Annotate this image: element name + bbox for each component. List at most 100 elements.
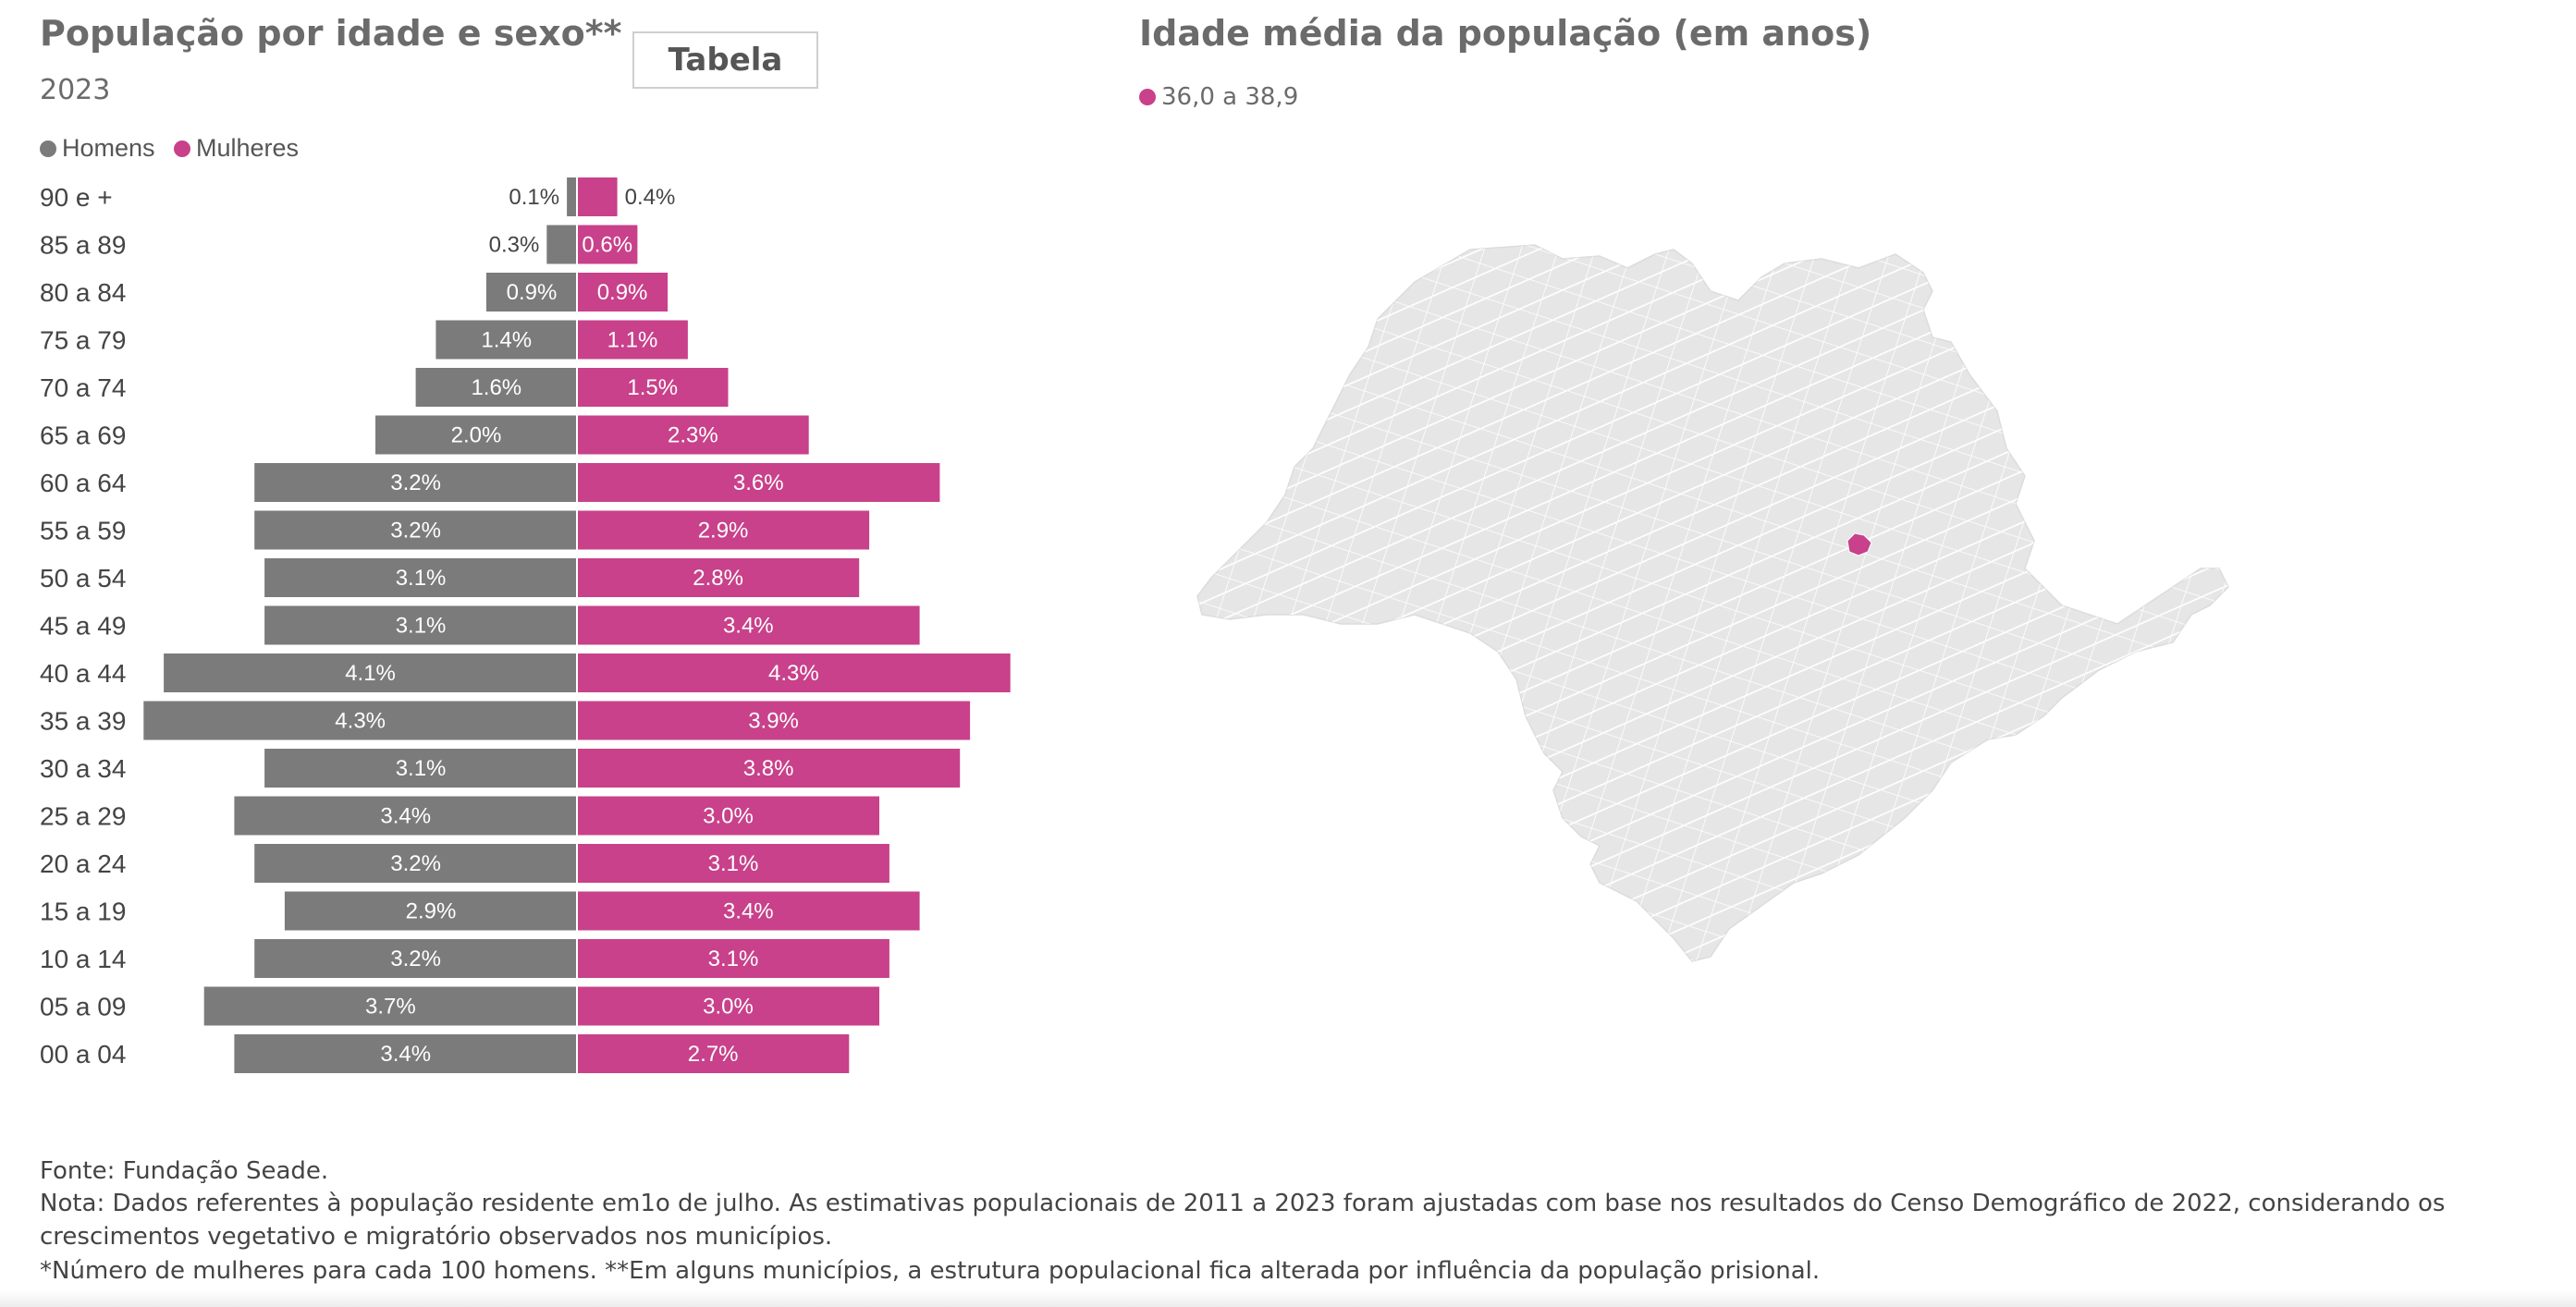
- women-bar[interactable]: [577, 320, 688, 360]
- women-bar[interactable]: [577, 796, 879, 836]
- men-bar[interactable]: [254, 939, 577, 978]
- footer-note-line-3: *Número de mulheres para cada 100 homens…: [40, 1257, 1821, 1285]
- women-value-label: 0.4%: [625, 185, 676, 210]
- age-group-label: 10 a 14: [40, 945, 126, 973]
- women-value-label: 2.7%: [688, 1042, 739, 1067]
- women-bar[interactable]: [577, 605, 920, 645]
- women-value-label: 2.9%: [698, 519, 749, 544]
- age-group-label: 55 a 59: [40, 517, 126, 545]
- men-bar[interactable]: [567, 177, 577, 216]
- age-group-label: 65 a 69: [40, 421, 126, 450]
- men-value-label: 3.2%: [390, 851, 441, 876]
- men-value-label: 4.1%: [345, 661, 396, 686]
- men-bar[interactable]: [254, 510, 577, 550]
- women-value-label: 3.8%: [743, 756, 794, 781]
- women-value-label: 4.3%: [768, 661, 819, 686]
- men-value-label: 0.3%: [489, 233, 540, 258]
- men-value-label: 2.0%: [451, 423, 502, 448]
- age-group-label: 00 a 04: [40, 1040, 126, 1069]
- men-bar[interactable]: [415, 368, 577, 407]
- women-value-label: 3.0%: [703, 804, 754, 829]
- age-group-label: 40 a 44: [40, 659, 126, 688]
- men-bar[interactable]: [546, 225, 577, 264]
- legend-men-dot: [40, 140, 56, 157]
- footer-note-line-1: Nota: Dados referentes à população resid…: [40, 1190, 2446, 1217]
- men-bar[interactable]: [203, 986, 577, 1026]
- table-button[interactable]: Tabela: [632, 31, 818, 89]
- men-bar[interactable]: [264, 749, 577, 788]
- women-bar[interactable]: [577, 701, 971, 740]
- women-bar[interactable]: [577, 1034, 850, 1073]
- men-bar[interactable]: [284, 891, 577, 931]
- women-bar[interactable]: [577, 463, 940, 502]
- legend-women-dot: [174, 140, 190, 157]
- men-bar[interactable]: [234, 1034, 577, 1073]
- women-value-label: 3.9%: [748, 709, 799, 734]
- men-value-label: 3.1%: [396, 614, 447, 639]
- women-value-label: 3.6%: [733, 470, 784, 495]
- map-legend[interactable]: 36,0 a 38,9: [1139, 83, 1298, 111]
- men-bar[interactable]: [485, 273, 577, 311]
- women-bar[interactable]: [577, 273, 669, 311]
- men-value-label: 3.2%: [390, 947, 441, 971]
- women-bar[interactable]: [577, 939, 889, 978]
- age-group-label: 05 a 09: [40, 993, 126, 1021]
- men-bar[interactable]: [234, 796, 577, 836]
- men-bar[interactable]: [264, 605, 577, 645]
- map-legend-dot: [1139, 89, 1156, 105]
- women-value-label: 2.8%: [693, 566, 743, 591]
- men-value-label: 3.2%: [390, 470, 441, 495]
- women-value-label: 2.3%: [668, 423, 718, 448]
- age-group-label: 25 a 29: [40, 802, 126, 831]
- age-group-label: 20 a 24: [40, 849, 126, 878]
- women-value-label: 1.5%: [627, 375, 678, 400]
- women-bar[interactable]: [577, 558, 860, 597]
- men-value-label: 0.9%: [507, 280, 558, 305]
- age-group-label: 75 a 79: [40, 326, 126, 355]
- men-bar[interactable]: [264, 558, 577, 597]
- age-group-label: 80 a 84: [40, 278, 126, 307]
- men-bar[interactable]: [254, 463, 577, 502]
- women-bar[interactable]: [577, 368, 729, 407]
- pyramid-title: População por idade e sexo**: [40, 13, 622, 54]
- legend-women[interactable]: Mulheres: [174, 134, 299, 163]
- women-bar[interactable]: [577, 415, 809, 455]
- women-value-label: 0.9%: [597, 280, 648, 305]
- women-bar[interactable]: [577, 844, 889, 883]
- women-bar[interactable]: [577, 225, 638, 264]
- men-value-label: 4.3%: [335, 709, 386, 734]
- women-value-label: 0.6%: [582, 233, 632, 258]
- women-value-label: 3.1%: [708, 851, 759, 876]
- legend-men[interactable]: Homens: [40, 134, 155, 163]
- women-value-label: 3.0%: [703, 995, 754, 1020]
- map-highlighted-municipality[interactable]: [1846, 532, 1872, 556]
- men-value-label: 3.4%: [380, 804, 431, 829]
- age-group-label: 70 a 74: [40, 373, 126, 402]
- sao-paulo-map[interactable]: [1193, 236, 2321, 975]
- women-bar[interactable]: [577, 891, 920, 931]
- population-pyramid-chart: 90 e + 0.1% 0.4% 85 a 89 0.3% 0.6% 80 a 84 0.9%…: [40, 176, 1011, 1075]
- age-group-label: 60 a 64: [40, 469, 126, 497]
- women-bar[interactable]: [577, 986, 879, 1026]
- men-bar[interactable]: [164, 654, 577, 692]
- men-bar[interactable]: [435, 320, 577, 360]
- women-bar[interactable]: [577, 177, 618, 216]
- women-value-label: 1.1%: [607, 328, 658, 353]
- women-bar[interactable]: [577, 749, 961, 788]
- women-bar[interactable]: [577, 654, 1011, 692]
- women-bar[interactable]: [577, 510, 870, 550]
- men-value-label: 3.1%: [396, 756, 447, 781]
- men-bar[interactable]: [254, 844, 577, 883]
- map-legend-label: 36,0 a 38,9: [1161, 83, 1299, 111]
- legend-women-label: Mulheres: [196, 134, 300, 162]
- footer-note-line-2: crescimentos vegetativo e migratório obs…: [40, 1223, 833, 1251]
- bottom-scroll-shadow: [0, 1290, 2576, 1307]
- men-value-label: 3.2%: [390, 519, 441, 544]
- men-bar[interactable]: [143, 701, 578, 740]
- men-value-label: 2.9%: [406, 899, 457, 924]
- men-value-label: 3.1%: [396, 566, 447, 591]
- age-group-label: 35 a 39: [40, 707, 126, 736]
- men-bar[interactable]: [375, 415, 577, 455]
- women-value-label: 3.4%: [723, 614, 774, 639]
- men-value-label: 1.6%: [471, 375, 521, 400]
